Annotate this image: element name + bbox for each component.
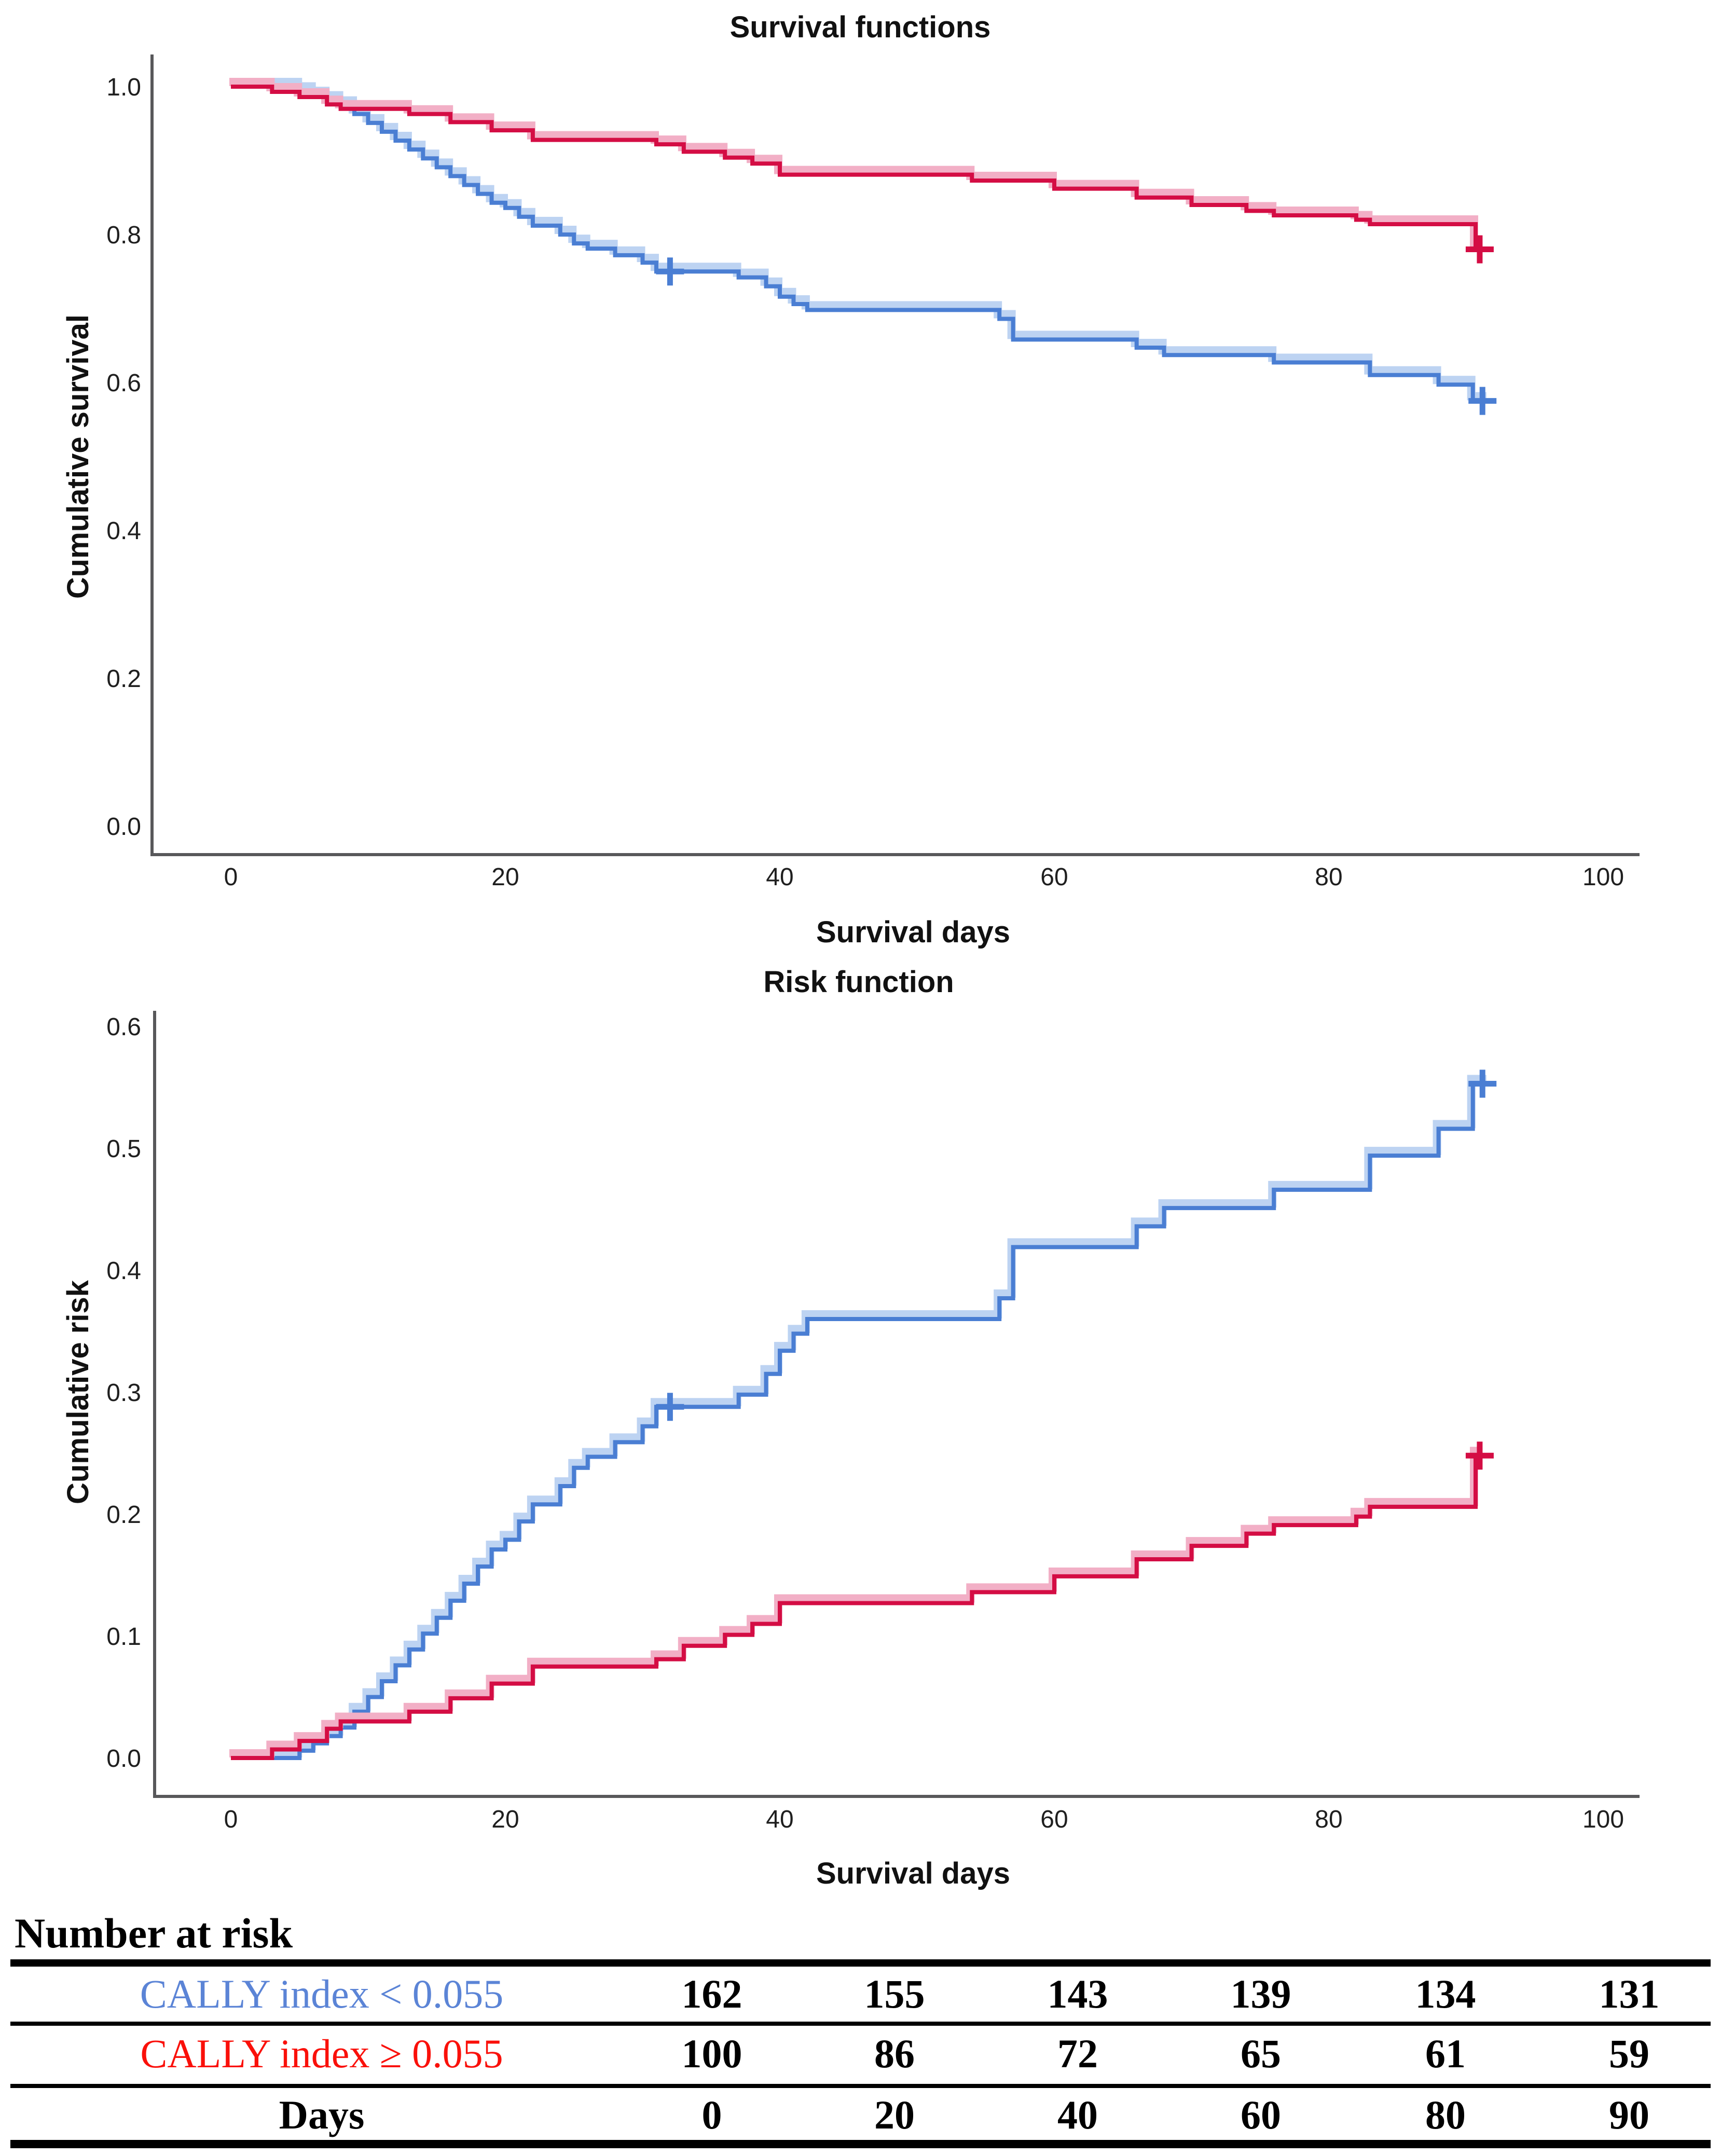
y-tick-label: 0.6 [106, 369, 141, 397]
y-axis-label: Cumulative risk [61, 1280, 95, 1504]
days-value: 80 [1425, 2092, 1466, 2137]
row-label-red-group: CALLY index ≥ 0.055 [140, 2031, 503, 2076]
x-tick-label: 80 [1315, 863, 1342, 891]
x-tick-label: 20 [491, 1806, 519, 1833]
series-step-line [231, 1453, 1484, 1760]
at-risk-value: 100 [681, 2031, 742, 2076]
x-tick-label: 40 [766, 863, 793, 891]
at-risk-value: 134 [1415, 1971, 1476, 2016]
y-tick-label: 0.6 [106, 1013, 141, 1041]
x-tick-label: 60 [1040, 1806, 1068, 1833]
number-at-risk-table: Number at risk CALLY index < 0.055 162 1… [0, 1910, 1721, 2156]
x-tick-labels: 0 20 40 60 80 100 [224, 863, 1624, 891]
at-risk-value: 72 [1057, 2031, 1098, 2076]
y-tick-label: 0.4 [106, 1257, 141, 1285]
x-tick-label: 100 [1582, 1806, 1624, 1833]
days-value: 20 [874, 2092, 915, 2137]
y-tick-labels: 0.6 0.5 0.4 0.3 0.2 0.1 0.0 [106, 1013, 141, 1773]
series-halo-line [229, 78, 1482, 249]
y-tick-label: 0.1 [106, 1623, 141, 1651]
y-tick-label: 0.2 [106, 665, 141, 693]
x-tick-label: 0 [224, 863, 238, 891]
table-rule-mid1 [10, 2022, 1711, 2026]
at-risk-value: 61 [1425, 2031, 1466, 2076]
y-tick-label: 0.8 [106, 222, 141, 249]
at-risk-value: 162 [681, 1971, 742, 2016]
y-tick-label: 0.0 [106, 813, 141, 841]
y-tick-label: 0.3 [106, 1379, 141, 1407]
at-risk-value: 86 [874, 2031, 915, 2076]
x-axis-label: Survival days [816, 1857, 1010, 1890]
table-rule-top [10, 1959, 1711, 1967]
y-tick-label: 0.5 [106, 1135, 141, 1163]
days-value: 0 [701, 2092, 722, 2137]
series-halo-line [229, 78, 1486, 401]
x-tick-label: 0 [224, 1806, 238, 1833]
y-tick-label: 1.0 [106, 74, 141, 101]
days-row-label: Days [279, 2092, 365, 2137]
x-tick-labels: 0 20 40 60 80 100 [224, 1806, 1624, 1833]
x-tick-label: 60 [1040, 863, 1068, 891]
x-tick-label: 20 [491, 863, 519, 891]
x-tick-label: 40 [766, 1806, 793, 1833]
table-rule-mid2 [10, 2084, 1711, 2088]
x-axis-label: Survival days [816, 915, 1010, 949]
at-risk-value: 139 [1230, 1971, 1291, 2016]
days-value: 40 [1057, 2092, 1098, 2137]
censor-plus-mark [1468, 387, 1497, 415]
censor-plus-mark [1468, 1069, 1497, 1098]
x-tick-label: 100 [1582, 863, 1624, 891]
series-lines [229, 1075, 1488, 1760]
x-tick-label: 80 [1315, 1806, 1342, 1833]
y-tick-label: 0.2 [106, 1501, 141, 1529]
y-tick-labels: 1.0 0.8 0.6 0.4 0.2 0.0 [106, 74, 141, 841]
censor-plus-mark [656, 257, 684, 286]
survival-functions-chart: Survival functions Cumulative survival S… [61, 10, 1640, 949]
censor-plus-mark [1465, 235, 1494, 264]
series-halo-line [229, 1075, 1486, 1757]
chart-title: Risk function [763, 965, 954, 999]
y-tick-label: 0.0 [106, 1745, 141, 1773]
series-step-line [231, 85, 1484, 252]
series-step-line [231, 1081, 1488, 1760]
y-tick-label: 0.4 [106, 517, 141, 545]
censor-marks [656, 1069, 1497, 1470]
table-heading: Number at risk [15, 1910, 293, 1957]
at-risk-value: 143 [1047, 1971, 1108, 2016]
at-risk-value: 65 [1241, 2031, 1281, 2076]
days-value: 90 [1609, 2092, 1649, 2137]
chart-title: Survival functions [730, 10, 991, 44]
row-label-blue-group: CALLY index < 0.055 [140, 1971, 504, 2016]
censor-marks [656, 235, 1497, 415]
series-lines [229, 78, 1488, 403]
censor-plus-mark [656, 1393, 684, 1421]
table-rule-bottom [10, 2140, 1711, 2148]
censor-plus-mark [1465, 1441, 1494, 1470]
days-value: 60 [1241, 2092, 1281, 2137]
risk-function-chart: Risk function Cumulative risk Survival d… [61, 965, 1640, 1890]
at-risk-value: 155 [864, 1971, 925, 2016]
at-risk-value: 59 [1609, 2031, 1649, 2076]
at-risk-value: 131 [1599, 1971, 1660, 2016]
series-step-line [231, 85, 1488, 403]
y-axis-label: Cumulative survival [61, 314, 95, 599]
